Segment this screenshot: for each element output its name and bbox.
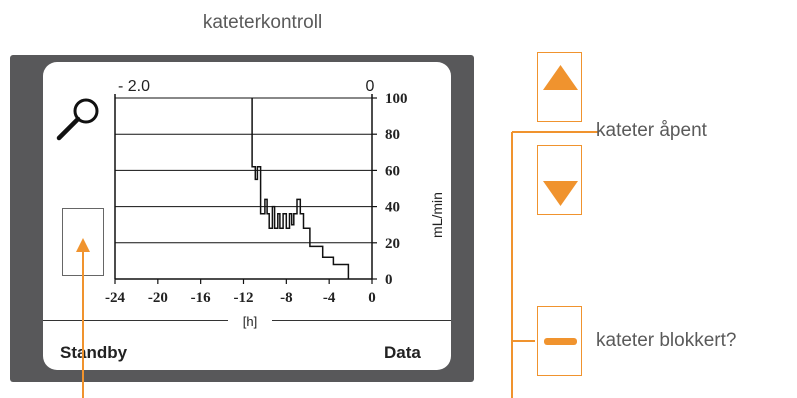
y-tick-label: 0	[385, 272, 393, 288]
down-button[interactable]	[537, 145, 582, 215]
up-arrow-icon	[543, 65, 578, 90]
y-tick-label: 40	[385, 200, 400, 216]
x-tick-label: -4	[323, 290, 336, 306]
x-tick-label: -16	[191, 290, 211, 306]
x-tick-label: -20	[148, 290, 168, 306]
x-tick-labels: -24 -20 -16 -12 -8 -4 0	[105, 290, 376, 306]
top-tick-label: - 2.0	[118, 78, 150, 95]
down-arrow-icon	[543, 181, 578, 206]
standby-button[interactable]: Standby	[60, 343, 128, 362]
x-tick-label: -8	[280, 290, 293, 306]
top-tick-label: 0	[366, 78, 375, 95]
catheter-blocked-label: kateter blokkert?	[596, 330, 737, 351]
catheter-open-label: kateter åpent	[596, 120, 707, 141]
y-tick-label: 100	[385, 91, 408, 107]
y-tick-labels: 0 20 40 60 80 100	[385, 91, 408, 288]
y-tick-label: 60	[385, 163, 400, 179]
x-tick-label: -24	[105, 290, 125, 306]
minus-icon	[544, 338, 577, 345]
y-axis-label: mL/min	[429, 192, 445, 238]
y-tick-label: 20	[385, 236, 400, 252]
x-tick-label: -12	[234, 290, 254, 306]
page-title: kateterkontroll	[202, 12, 323, 33]
top-tick-labels: - 2.0 0	[118, 78, 375, 95]
chart-grid	[115, 97, 372, 244]
up-button[interactable]	[537, 52, 582, 122]
chart-axes	[114, 94, 377, 284]
data-button[interactable]: Data	[384, 343, 421, 362]
x-tick-label: 0	[368, 290, 376, 306]
y-tick-label: 80	[385, 127, 400, 143]
flow-series-line	[251, 98, 350, 279]
magnifier-icon[interactable]	[53, 94, 105, 146]
minus-button[interactable]	[537, 306, 582, 376]
x-unit-label: [h]	[228, 314, 272, 330]
